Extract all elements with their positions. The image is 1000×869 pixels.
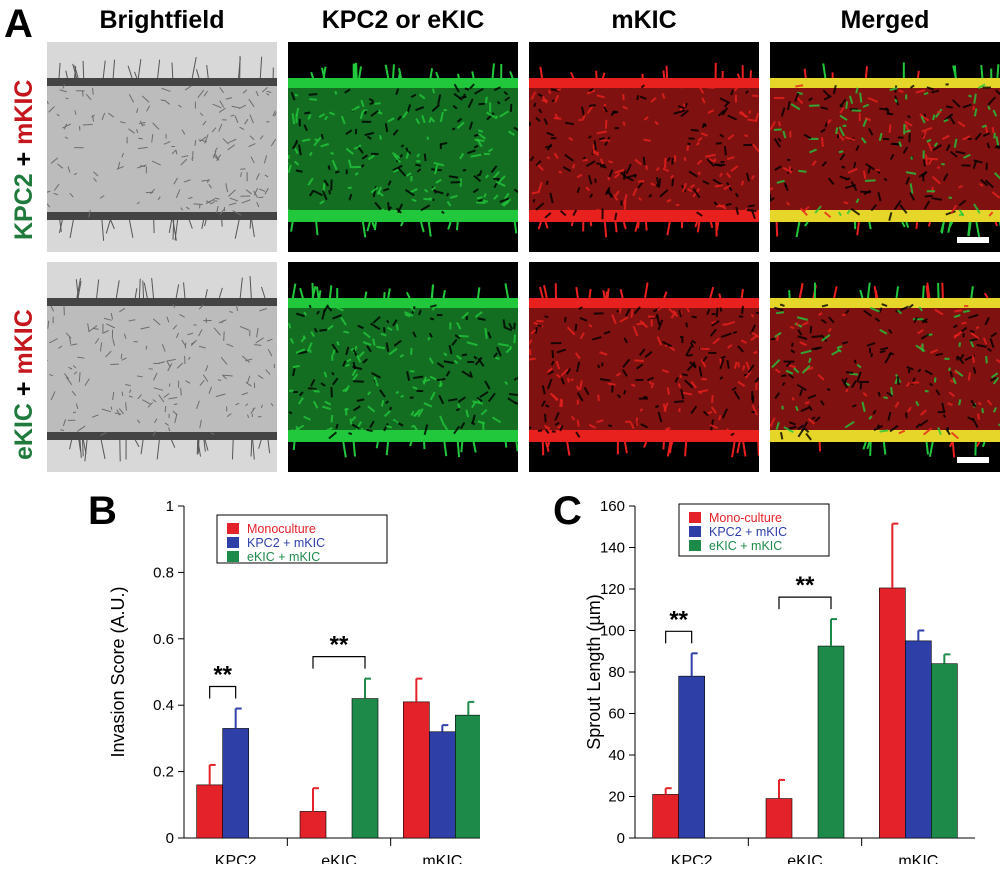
- scale-bar: [957, 237, 989, 243]
- bar: [653, 794, 679, 838]
- legend-swatch: [227, 537, 239, 548]
- x-tick-label: mKIC: [422, 853, 462, 864]
- panel-letter: B: [88, 489, 117, 533]
- micrograph-red-row2: [529, 262, 759, 472]
- y-axis-label: Sprout Length (µm): [584, 594, 604, 749]
- column-header-red-channel: mKIC: [529, 8, 759, 33]
- row-label-green-part: KPC2: [10, 173, 38, 240]
- bar: [931, 664, 957, 838]
- chart-svg: B 0 0.2 0.4 0.6 0.8 1 Invasion Score (A.U.) KPC2…: [80, 484, 480, 864]
- bar: [879, 588, 905, 838]
- x-tick-label: mKIC: [898, 853, 938, 864]
- micrograph-image: [47, 262, 277, 472]
- column-header-merged: Merged: [770, 8, 1000, 33]
- micrograph-image: [288, 42, 518, 252]
- panel-letter: C: [553, 489, 582, 533]
- column-header-green-channel: KPC2 or eKIC: [288, 8, 518, 33]
- micrograph-image: [529, 262, 759, 472]
- legend-swatch: [689, 512, 701, 523]
- significance-label: **: [213, 662, 232, 689]
- micrograph-green-row2: [288, 262, 518, 472]
- y-tick-label: 160: [600, 498, 625, 515]
- y-tick-label: 0.8: [153, 564, 174, 581]
- legend-label: KPC2 + mKIC: [709, 525, 787, 539]
- y-tick-label: 20: [608, 789, 625, 806]
- legend-swatch: [227, 551, 239, 562]
- significance-label: **: [330, 632, 349, 659]
- y-axis-label: Invasion Score (A.U.): [108, 586, 128, 757]
- chart-invasion-score: B 0 0.2 0.4 0.6 0.8 1 Invasion Score (A.U.) KPC2…: [80, 484, 480, 864]
- bar: [455, 715, 480, 838]
- legend-label: KPC2 + mKIC: [247, 536, 325, 550]
- micrograph-brightfield-row2: [47, 262, 277, 472]
- legend-swatch: [227, 523, 239, 534]
- y-tick-label: 60: [608, 706, 625, 723]
- legend-label: Monoculture: [247, 522, 316, 536]
- micrograph-brightfield-row1: [47, 42, 277, 252]
- significance-label: **: [796, 572, 815, 599]
- micrograph-green-row1: [288, 42, 518, 252]
- y-tick-label: 0.2: [153, 764, 174, 781]
- y-tick-label: 40: [608, 747, 625, 764]
- row-label-plus: +: [10, 145, 38, 174]
- bar: [223, 728, 249, 838]
- row-label-red-part: mKIC: [10, 309, 38, 374]
- scale-bar: [957, 457, 989, 463]
- micrograph-image: [770, 42, 1000, 252]
- column-header-brightfield: Brightfield: [47, 8, 277, 33]
- row-label-ekic-mkic: eKIC + mKIC: [12, 309, 37, 460]
- row-label-green-part: eKIC: [10, 403, 38, 460]
- bar: [352, 699, 378, 838]
- bar: [905, 641, 931, 838]
- significance-label: **: [669, 606, 688, 633]
- bar: [679, 676, 705, 838]
- bar: [429, 732, 455, 838]
- bar: [300, 811, 326, 838]
- y-tick-label: 140: [600, 540, 625, 557]
- legend-swatch: [689, 540, 701, 551]
- micrograph-image: [47, 42, 277, 252]
- x-tick-label: KPC2: [671, 853, 713, 864]
- bar: [197, 785, 223, 838]
- bar: [403, 702, 429, 838]
- x-tick-label: eKIC: [321, 853, 357, 864]
- y-tick-label: 0.6: [153, 631, 174, 648]
- bar: [766, 799, 792, 838]
- x-tick-label: eKIC: [787, 853, 823, 864]
- legend-swatch: [689, 526, 701, 537]
- micrograph-merged-row2: [770, 262, 1000, 472]
- row-label-kpc2-mkic: KPC2 + mKIC: [12, 80, 37, 240]
- panel-a-letter: A: [4, 4, 33, 44]
- micrograph-image: [288, 262, 518, 472]
- y-tick-label: 0: [617, 830, 625, 847]
- x-tick-label: KPC2: [215, 853, 257, 864]
- micrograph-image: [770, 262, 1000, 472]
- micrograph-image: [529, 42, 759, 252]
- row-label-red-part: mKIC: [10, 80, 38, 145]
- legend-label: eKIC + mKIC: [709, 539, 782, 553]
- y-tick-label: 80: [608, 664, 625, 681]
- y-tick-label: 1: [166, 498, 174, 515]
- micrograph-red-row1: [529, 42, 759, 252]
- legend-label: eKIC + mKIC: [247, 550, 320, 564]
- bar: [818, 646, 844, 838]
- y-tick-label: 0: [166, 830, 174, 847]
- micrograph-merged-row1: [770, 42, 1000, 252]
- legend-label: Mono-culture: [709, 511, 782, 525]
- row-label-plus: +: [10, 375, 38, 404]
- y-tick-label: 0.4: [153, 697, 174, 714]
